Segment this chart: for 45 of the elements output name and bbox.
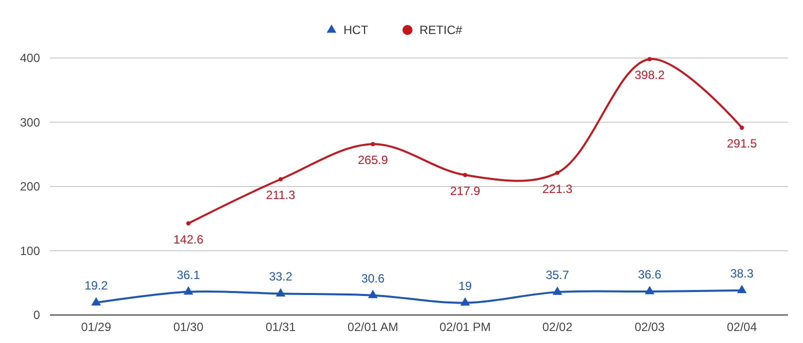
- point: [278, 177, 283, 182]
- y-tick-label: 200: [20, 180, 40, 194]
- data-label: 19.2: [84, 278, 108, 293]
- x-tick-label: 02/01 PM: [439, 320, 491, 334]
- point: [740, 126, 744, 130]
- data-label: 211.3: [266, 188, 296, 202]
- data-label: 291.5: [726, 136, 758, 151]
- data-label: 36.6: [638, 267, 662, 282]
- point: [184, 286, 194, 295]
- point: [186, 221, 190, 226]
- x-tick-label: 01/31: [266, 320, 296, 334]
- y-tick-label: 0: [33, 308, 40, 322]
- point: [91, 297, 101, 306]
- point: [370, 142, 375, 146]
- point: [463, 172, 468, 178]
- legend-label: RETIC#: [420, 23, 462, 37]
- point: [737, 284, 747, 294]
- data-label: 33.2: [268, 270, 293, 284]
- data-label: 142.6: [173, 232, 204, 246]
- y-tick-label: 400: [20, 51, 40, 65]
- data-label: 35.7: [546, 268, 570, 282]
- y-tick-label: 100: [20, 244, 40, 258]
- data-label: 19: [458, 278, 472, 293]
- legend-label: HCT: [344, 23, 369, 37]
- x-tick-label: 01/30: [173, 320, 204, 334]
- point: [648, 57, 652, 62]
- point: [460, 297, 470, 306]
- point: [276, 288, 286, 296]
- point: [555, 170, 560, 175]
- point: [368, 290, 378, 298]
- y-tick-label: 300: [20, 115, 40, 130]
- point: [552, 286, 562, 295]
- point: [644, 286, 654, 294]
- x-tick-label: 02/03: [634, 320, 665, 334]
- x-tick-label: 02/02: [542, 320, 573, 334]
- data-label: 221.3: [542, 182, 573, 196]
- data-label: 265.9: [358, 153, 388, 168]
- data-label: 36.1: [176, 268, 200, 282]
- data-label: 30.6: [361, 271, 385, 286]
- x-tick-label: 02/04: [726, 320, 758, 334]
- data-label: 38.3: [730, 266, 754, 280]
- data-label: 217.9: [450, 184, 480, 198]
- x-tick-label: 01/29: [81, 320, 112, 334]
- x-tick-label: 02/01 AM: [348, 320, 398, 334]
- data-label: 398.2: [634, 68, 665, 82]
